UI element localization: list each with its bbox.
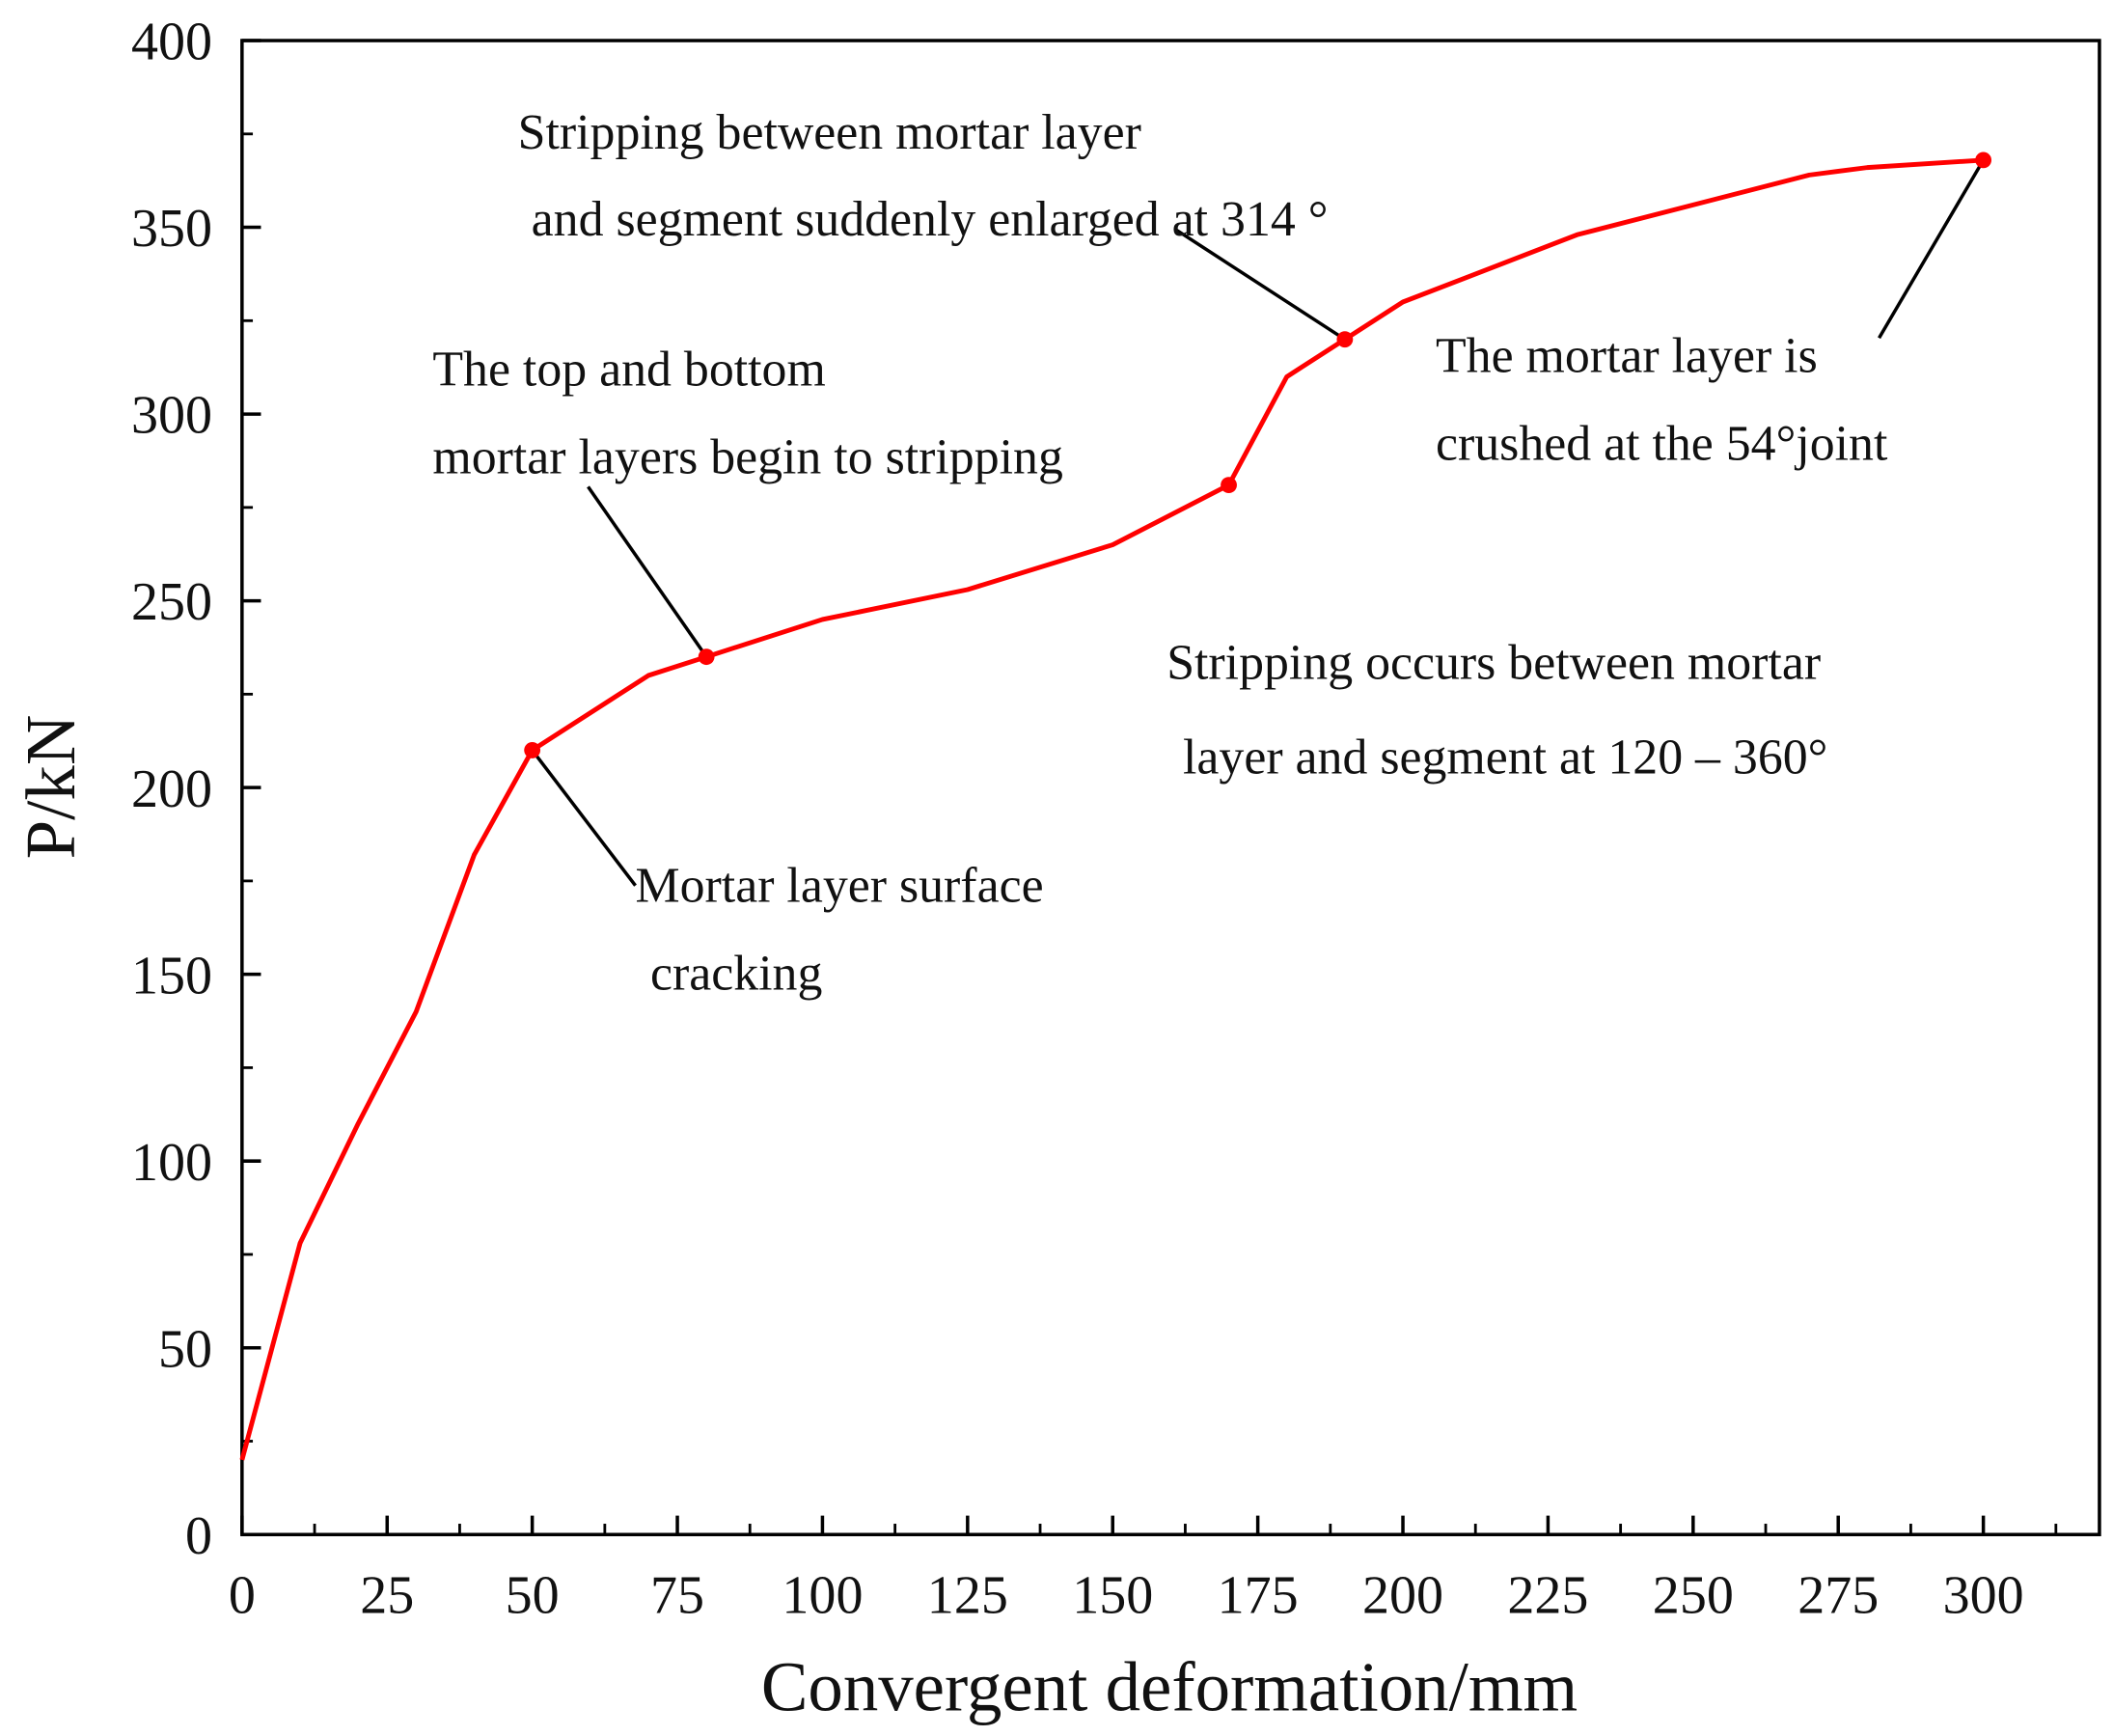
x-tick-label: 250 <box>1653 1566 1734 1626</box>
x-tick-label: 75 <box>650 1566 704 1626</box>
y-tick-label: 300 <box>131 386 212 446</box>
annotation-text: Stripping occurs between mortar <box>1166 635 1821 690</box>
y-tick-label: 50 <box>158 1319 212 1379</box>
annotation-text: mortar layers begin to stripping <box>432 429 1062 484</box>
x-tick-label: 125 <box>927 1566 1008 1626</box>
y-tick-label: 250 <box>131 572 212 632</box>
annotation-leader <box>1175 228 1346 342</box>
annotation-text: crushed at the 54°joint <box>1436 416 1888 471</box>
y-axis-label: P/kN <box>12 715 90 860</box>
annotation-text: The top and bottom <box>432 342 825 397</box>
x-tick-label: 300 <box>1943 1566 2024 1626</box>
annotation-text: layer and segment at 120 – 360° <box>1183 730 1827 785</box>
x-tick-label: 275 <box>1797 1566 1879 1626</box>
annotation-text: The mortar layer is <box>1436 328 1818 383</box>
x-tick-label: 175 <box>1218 1566 1299 1626</box>
y-tick-label: 0 <box>185 1506 212 1566</box>
x-tick-label: 225 <box>1507 1566 1588 1626</box>
x-tick-label: 25 <box>360 1566 414 1626</box>
annotation-text: cracking <box>650 947 822 1002</box>
data-line <box>239 157 1984 1461</box>
x-tick-label: 200 <box>1362 1566 1443 1626</box>
x-tick-label: 50 <box>506 1566 560 1626</box>
y-tick-label: 400 <box>131 13 212 72</box>
y-tick-label: 200 <box>131 759 212 819</box>
x-tick-label: 150 <box>1072 1566 1153 1626</box>
annotation-leader <box>531 749 637 887</box>
x-tick-label: 100 <box>782 1566 863 1626</box>
x-tick-label: 0 <box>229 1566 256 1626</box>
annotation-point <box>524 742 541 758</box>
annotation-text: and segment suddenly enlarged at 314 ° <box>532 192 1329 247</box>
annotation-text: Mortar layer surface <box>636 859 1044 914</box>
x-axis-label: Convergent deformation/mm <box>761 1647 1578 1725</box>
y-tick-label: 150 <box>131 946 212 1006</box>
annotation-point <box>1975 152 1992 169</box>
annotation-leader <box>1878 159 1986 340</box>
plot-frame <box>240 39 2101 1536</box>
y-tick-label: 100 <box>131 1133 212 1193</box>
annotation-point <box>698 648 715 666</box>
annotation-text: Stripping between mortar layer <box>518 105 1141 160</box>
annotation-point <box>1221 477 1237 494</box>
annotation-point <box>1336 331 1354 348</box>
y-tick-label: 350 <box>131 199 212 259</box>
annotation-leader <box>587 485 708 658</box>
